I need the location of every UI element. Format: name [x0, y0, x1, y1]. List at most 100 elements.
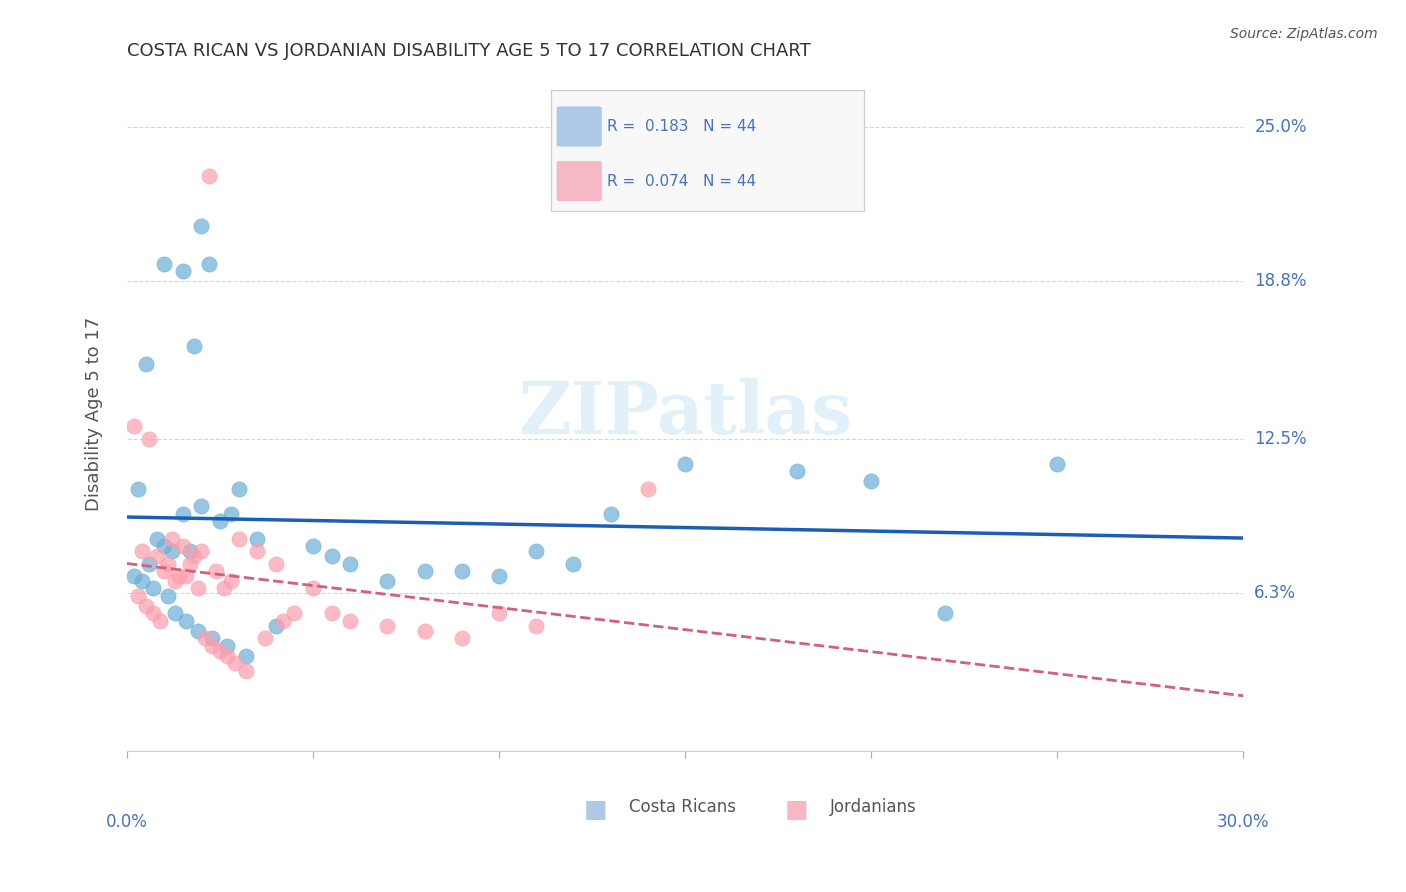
Point [190, 544, 212, 558]
Point [183, 339, 205, 353]
Text: 30.0%: 30.0% [1216, 814, 1270, 831]
Point [187, 582, 209, 596]
Point [190, 219, 212, 234]
Point [934, 607, 956, 621]
Point [219, 574, 242, 588]
Point [637, 482, 659, 496]
Point [235, 648, 257, 663]
Point [142, 607, 165, 621]
Point [212, 582, 235, 596]
Point [131, 574, 153, 588]
Point [183, 549, 205, 563]
Point [228, 532, 250, 546]
Point [413, 624, 436, 638]
Point [208, 514, 231, 528]
Text: Jordanians: Jordanians [830, 798, 917, 816]
Point [321, 607, 343, 621]
Point [160, 532, 183, 546]
Point [246, 544, 269, 558]
Y-axis label: Disability Age 5 to 17: Disability Age 5 to 17 [86, 317, 103, 511]
Point [145, 549, 167, 563]
Point [302, 539, 325, 553]
Text: ■: ■ [785, 798, 808, 822]
Text: 18.8%: 18.8% [1254, 272, 1306, 291]
Point [197, 257, 219, 271]
Point [283, 607, 305, 621]
Point [172, 539, 194, 553]
Point [156, 557, 179, 571]
Point [165, 607, 187, 621]
Point [271, 614, 294, 628]
Point [264, 557, 287, 571]
Point [253, 632, 276, 646]
Point [124, 569, 146, 583]
Point [450, 564, 472, 578]
Point [246, 532, 269, 546]
Point [172, 264, 194, 278]
Point [488, 569, 510, 583]
Text: 12.5%: 12.5% [1254, 430, 1308, 448]
Point [138, 557, 160, 571]
Point [413, 564, 436, 578]
Point [377, 574, 399, 588]
Text: 0.0%: 0.0% [105, 814, 148, 831]
Point [197, 169, 219, 184]
Point [131, 544, 153, 558]
Point [156, 589, 179, 603]
Point [377, 619, 399, 633]
Point [219, 507, 242, 521]
Text: Source: ZipAtlas.com: Source: ZipAtlas.com [1230, 27, 1378, 41]
Point [217, 639, 239, 653]
Point [179, 557, 201, 571]
Point [153, 539, 176, 553]
Point [673, 457, 696, 471]
Point [339, 614, 361, 628]
Point [134, 357, 156, 371]
Point [190, 499, 212, 513]
Point [167, 569, 190, 583]
Point [524, 619, 547, 633]
Point [562, 557, 585, 571]
Point [786, 464, 808, 478]
Point [488, 607, 510, 621]
Point [302, 582, 325, 596]
Text: 25.0%: 25.0% [1254, 118, 1306, 136]
Point [228, 482, 250, 496]
Point [134, 599, 156, 613]
Point [172, 507, 194, 521]
Text: COSTA RICAN VS JORDANIAN DISABILITY AGE 5 TO 17 CORRELATION CHART: COSTA RICAN VS JORDANIAN DISABILITY AGE … [127, 42, 811, 60]
Point [153, 257, 176, 271]
Point [194, 632, 217, 646]
Point [235, 664, 257, 678]
Point [599, 507, 621, 521]
Point [145, 532, 167, 546]
Text: Costa Ricans: Costa Ricans [630, 798, 737, 816]
Point [153, 564, 176, 578]
Point [160, 544, 183, 558]
Point [127, 589, 149, 603]
Point [205, 564, 228, 578]
Point [524, 544, 547, 558]
Point [176, 614, 198, 628]
Point [321, 549, 343, 563]
Point [165, 574, 187, 588]
Text: 6.3%: 6.3% [1254, 584, 1296, 602]
Point [1046, 457, 1069, 471]
Text: ■: ■ [583, 798, 607, 822]
Point [201, 632, 224, 646]
Point [124, 419, 146, 434]
Point [860, 474, 883, 488]
Point [217, 648, 239, 663]
Point [176, 569, 198, 583]
Point [339, 557, 361, 571]
Point [149, 614, 172, 628]
Point [142, 582, 165, 596]
Point [450, 632, 472, 646]
Point [264, 619, 287, 633]
Point [208, 644, 231, 658]
Point [187, 624, 209, 638]
Point [138, 432, 160, 446]
Point [201, 639, 224, 653]
Point [224, 657, 246, 671]
Point [127, 482, 149, 496]
